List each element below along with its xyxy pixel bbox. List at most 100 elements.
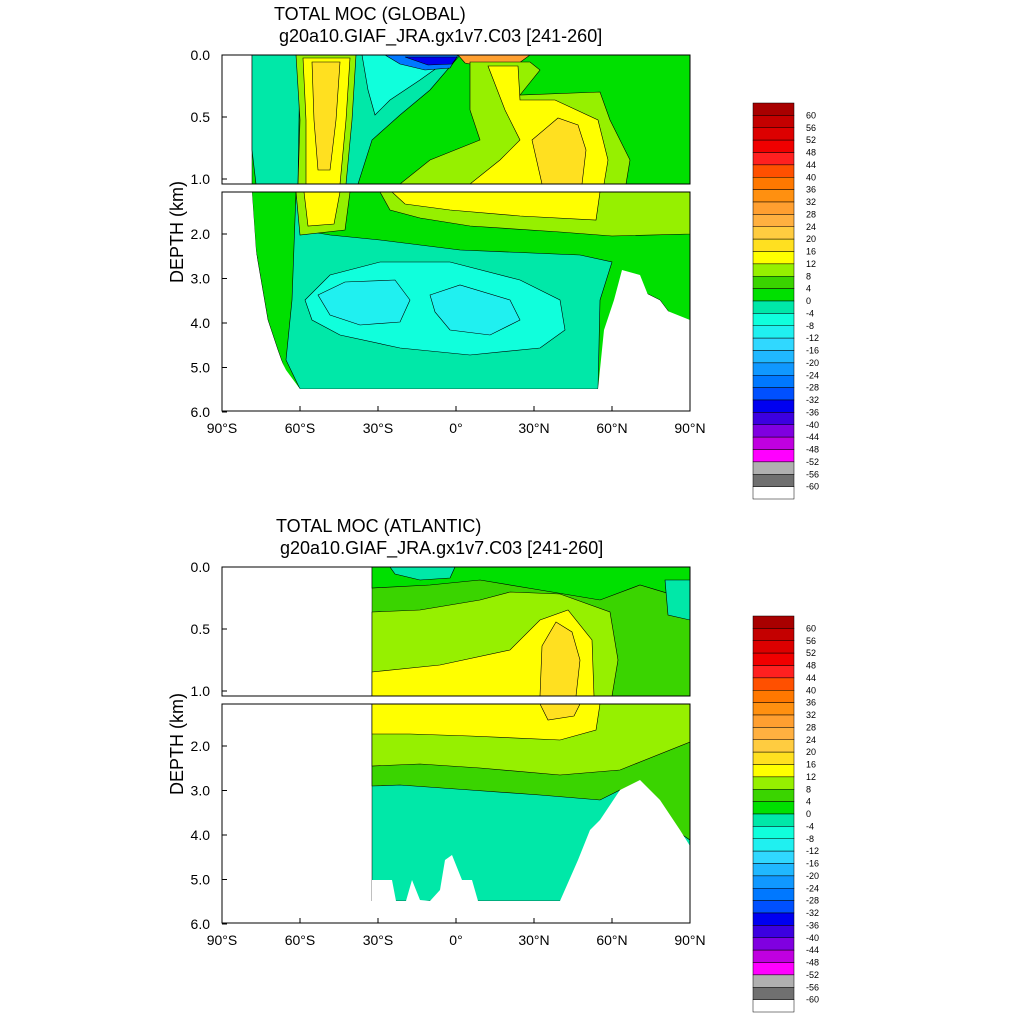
- y-tick-label: 3.0: [191, 783, 211, 799]
- colorbar-swatch: [752, 387, 795, 401]
- colorbar-label: 48: [806, 661, 816, 671]
- colorbar-swatch: [752, 665, 795, 679]
- colorbar-swatch: [752, 362, 795, 376]
- colorbar-swatch: [752, 214, 795, 227]
- colorbar-label: 20: [806, 234, 816, 244]
- colorbar-label: -52: [806, 457, 819, 467]
- colorbar-swatch: [752, 201, 795, 215]
- colorbar-swatch: [752, 337, 795, 351]
- contour-fill-neg8-central: [361, 55, 456, 116]
- colorbar-swatch: [752, 888, 795, 901]
- colorbar-swatch: [752, 987, 795, 1000]
- colorbar-swatch: [752, 412, 795, 425]
- colorbar-swatch: [752, 399, 795, 413]
- colorbar-label: -4: [806, 308, 814, 318]
- colorbar-label: -48: [806, 445, 819, 455]
- y-tick-label: 4.0: [191, 315, 211, 331]
- contour-fill-neg12-abyss-east: [429, 284, 521, 336]
- y-tick-label: 5.0: [191, 872, 211, 888]
- y-tick-label: 6.0: [191, 916, 211, 932]
- colorbar-swatch: [752, 251, 795, 265]
- y-tick-label: 0.5: [191, 109, 211, 125]
- x-tick-label: 30°N: [518, 420, 549, 436]
- global-upper-frame: [221, 54, 691, 185]
- y-tick-label: 1.0: [191, 683, 211, 699]
- colorbar-label: -16: [806, 346, 819, 356]
- colorbar-swatch: [752, 436, 795, 450]
- colorbar-label: -24: [806, 370, 819, 380]
- colorbar-label: 40: [806, 685, 816, 695]
- contour-fill-neg12-abyss: [317, 279, 411, 326]
- colorbar-label: 48: [806, 148, 816, 158]
- colorbar-swatch: [752, 813, 795, 827]
- colorbar-swatch: [752, 727, 795, 740]
- bathymetry-mask-north: [598, 270, 690, 389]
- colorbar-swatch: [752, 300, 795, 314]
- colorbar-label: 4: [806, 797, 811, 807]
- y-tick-label: 0.5: [191, 621, 211, 637]
- colorbar-swatch: [752, 640, 795, 654]
- global-lower-panel: [222, 192, 690, 411]
- contour-fill-deacon-12: [303, 192, 341, 227]
- colorbar-label: -24: [806, 883, 819, 893]
- colorbar-label: -40: [806, 420, 819, 430]
- colorbar-label: 36: [806, 698, 816, 708]
- x-tick-label: 0°: [449, 420, 462, 436]
- colorbar-label: -4: [806, 821, 814, 831]
- colorbar-swatch: [752, 776, 795, 790]
- colorbar-label: -44: [806, 945, 819, 955]
- colorbar-swatch: [752, 325, 795, 339]
- colorbar-swatch: [752, 652, 795, 666]
- colorbar-swatch: [752, 677, 795, 691]
- colorbar-swatch: [752, 164, 795, 178]
- colorbar-label: 8: [806, 271, 811, 281]
- colorbar-label: 32: [806, 710, 816, 720]
- colorbar-label: -56: [806, 982, 819, 992]
- colorbar-swatch: [752, 974, 795, 988]
- x-tick-label: 60°S: [285, 420, 316, 436]
- y-tick-label: 5.0: [191, 360, 211, 376]
- colorbar-label: 24: [806, 735, 816, 745]
- colorbar-swatch: [752, 628, 795, 641]
- colorbar-label: -20: [806, 358, 819, 368]
- global-y-axis-label: DEPTH (km): [167, 181, 187, 283]
- global-upper-panel: [222, 55, 690, 184]
- colorbar-label: 56: [806, 636, 816, 646]
- contour-fill-neg4-west: [251, 55, 301, 184]
- colorbar-label: -48: [806, 958, 819, 968]
- colorbar-swatch: [752, 999, 795, 1013]
- colorbar-swatch: [752, 424, 795, 438]
- colorbar-swatch: [752, 102, 795, 116]
- global-chart-title: TOTAL MOC (GLOBAL): [274, 4, 466, 24]
- colorbar-swatch: [752, 189, 795, 203]
- colorbar-label: 0: [806, 296, 811, 306]
- atlantic-lower-panel: [222, 704, 690, 923]
- colorbar-swatch: [752, 925, 795, 938]
- colorbar-label: 44: [806, 673, 816, 683]
- x-tick-label: 30°S: [363, 420, 394, 436]
- colorbar-swatch: [752, 177, 795, 190]
- colorbar-label: 0: [806, 809, 811, 819]
- contour-fill-deacon-16: [311, 61, 341, 171]
- global-chart-subtitle: g20a10.GIAF_JRA.gx1v7.C03 [241-260]: [279, 26, 602, 47]
- colorbar-label: 24: [806, 222, 816, 232]
- colorbar-label: -60: [806, 482, 819, 492]
- colorbar-label: -8: [806, 834, 814, 844]
- colorbar-swatch: [752, 714, 795, 728]
- contour-fill-12: [371, 609, 595, 696]
- colorbar-label: -52: [806, 970, 819, 980]
- colorbar-label: -12: [806, 333, 819, 343]
- colorbar-swatch: [752, 949, 795, 963]
- colorbar-label: -40: [806, 933, 819, 943]
- colorbar-swatch: [752, 288, 795, 302]
- x-tick-label: 0°: [449, 932, 462, 948]
- colorbar-label: 28: [806, 722, 816, 732]
- colorbar-label: 28: [806, 209, 816, 219]
- y-tick-label: 0.0: [191, 559, 211, 575]
- colorbar-swatch: [752, 350, 795, 364]
- x-tick-label: 90°N: [674, 420, 705, 436]
- colorbar-swatch: [752, 461, 795, 475]
- colorbar-swatch: [752, 615, 795, 629]
- colorbar-label: -28: [806, 896, 819, 906]
- global-moc-chart: TOTAL MOC (GLOBAL) g20a10.GIAF_JRA.gx1v7…: [167, 4, 706, 436]
